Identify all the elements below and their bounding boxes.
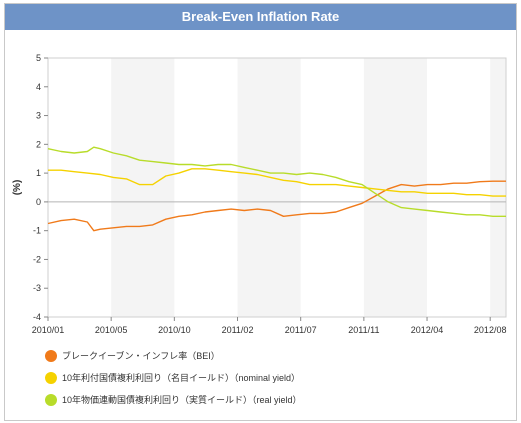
grid-band	[490, 58, 506, 317]
x-tick-label: 2012/04	[411, 325, 444, 335]
x-tick-label: 2012/08	[474, 325, 507, 335]
chart-legend: ブレークイーブン・インフレ率（BEI） 10年利付国債複利利回り（名目イールド）…	[45, 350, 302, 416]
x-tick-label: 2011/07	[285, 325, 317, 335]
y-tick-label: 5	[36, 53, 41, 63]
y-tick-label: -4	[33, 312, 41, 322]
y-tick-label: 1	[36, 168, 41, 178]
x-tick-label: 2010/01	[32, 325, 65, 335]
legend-dot-bei	[45, 350, 57, 362]
series-line-2	[47, 146, 506, 217]
legend-label-real: 10年物価連動国債複利利回り（実質イールド）（real yield）	[62, 395, 302, 405]
y-tick-label: 2	[36, 139, 41, 149]
y-tick-label: 4	[36, 82, 41, 92]
grid-band	[363, 58, 428, 317]
y-tick-label: 3	[36, 111, 41, 121]
series-line-1	[48, 168, 506, 197]
x-tick-label: 2011/02	[222, 325, 254, 335]
y-axis-label: (%)	[12, 180, 23, 196]
legend-item-bei[interactable]: ブレークイーブン・インフレ率（BEI）	[45, 350, 302, 372]
x-tick-label: 2011/11	[348, 325, 379, 335]
legend-item-nominal[interactable]: 10年利付国債複利利回り（名目イールド）（nominal yield）	[45, 372, 302, 394]
x-tick-label: 2010/10	[158, 325, 191, 335]
y-tick-label: 0	[36, 197, 41, 207]
y-tick-label: -2	[33, 254, 41, 264]
y-tick-label: -3	[33, 283, 41, 293]
y-tick-label: -1	[33, 226, 41, 236]
grid-band	[111, 58, 175, 317]
chart-title: Break-Even Inflation Rate	[5, 4, 516, 30]
grid-band	[237, 58, 301, 317]
legend-label-nominal: 10年利付国債複利利回り（名目イールド）（nominal yield）	[62, 373, 301, 383]
legend-dot-nominal	[45, 372, 57, 384]
series-line-0	[47, 180, 506, 232]
legend-dot-real	[45, 394, 57, 406]
legend-item-real[interactable]: 10年物価連動国債複利利回り（実質イールド）（real yield）	[45, 394, 302, 416]
legend-label-bei: ブレークイーブン・インフレ率（BEI）	[62, 351, 220, 361]
plot-area	[47, 57, 507, 318]
x-tick-label: 2010/05	[95, 325, 128, 335]
